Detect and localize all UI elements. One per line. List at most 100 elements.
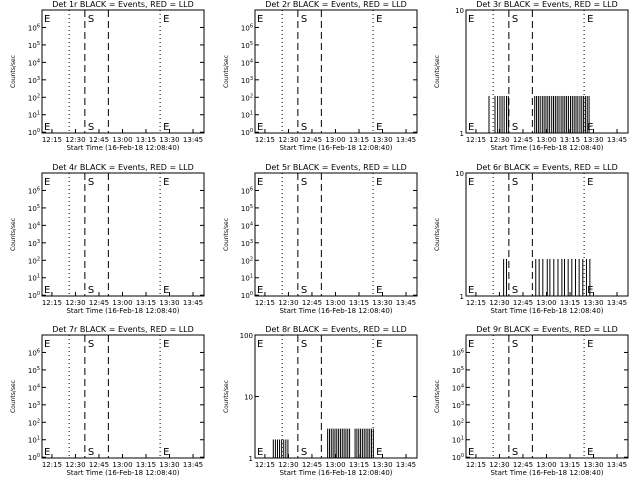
x-tick-label: 12:30 xyxy=(278,461,298,469)
marker-label-top: E xyxy=(163,339,169,350)
y-tick-label: 102 xyxy=(452,418,464,427)
exponent: 1 xyxy=(250,274,253,280)
y-tick-label: 100 xyxy=(452,453,464,462)
x-tick-label: 13:15 xyxy=(560,461,580,469)
y-tick-label: 104 xyxy=(28,221,40,230)
y-tick-label: 104 xyxy=(241,58,253,67)
x-tick-label: 13:30 xyxy=(372,136,392,144)
x-tick-label: 12:45 xyxy=(89,461,109,469)
x-axis-label: Start Time (16-Feb-18 12:08:40) xyxy=(279,469,392,477)
marker-label-bottom: E xyxy=(44,447,50,458)
x-tick-label: 12:15 xyxy=(42,299,62,307)
y-tick-label: 105 xyxy=(28,204,40,213)
marker-label-bottom: E xyxy=(376,122,382,133)
x-tick-label: 13:15 xyxy=(136,461,156,469)
marker-label-top: E xyxy=(376,14,382,25)
exponent: 0 xyxy=(37,128,40,134)
y-axis-label: Counts/sec xyxy=(10,218,17,251)
y-tick-label: 106 xyxy=(28,186,40,195)
marker-label-top: E xyxy=(587,339,593,350)
y-tick-label: 106 xyxy=(241,186,253,195)
x-tick-label: 12:30 xyxy=(489,136,509,144)
y-tick-label: 100 xyxy=(28,291,40,300)
y-tick-label: 10 xyxy=(455,170,464,178)
marker-label-top: S xyxy=(88,177,94,188)
x-tick-label: 12:45 xyxy=(302,461,322,469)
y-tick-label: 100 xyxy=(241,291,253,300)
exponent: 1 xyxy=(250,111,253,117)
y-tick-label: 103 xyxy=(241,76,253,85)
x-tick-label: 12:45 xyxy=(302,136,322,144)
plot-frame xyxy=(254,172,418,297)
panel-det-1: Det 1r BLACK = Events, RED = LLDEESSEE12… xyxy=(10,0,205,152)
marker-label-top: E xyxy=(163,177,169,188)
marker-label-bottom: E xyxy=(163,122,169,133)
marker-label-bottom: S xyxy=(512,122,518,133)
panel-title: Det 1r BLACK = Events, RED = LLD xyxy=(52,0,194,9)
x-tick-label: 13:45 xyxy=(607,299,627,307)
x-tick-label: 13:15 xyxy=(349,299,369,307)
exponent: 6 xyxy=(250,186,253,192)
x-tick-label: 13:15 xyxy=(560,299,580,307)
x-tick-label: 12:45 xyxy=(513,136,533,144)
x-axis-label: Start Time (16-Feb-18 12:08:40) xyxy=(490,307,603,315)
marker-label-bottom: E xyxy=(163,285,169,296)
marker-label-bottom: S xyxy=(88,122,94,133)
exponent: 6 xyxy=(37,348,40,354)
x-tick-label: 13:00 xyxy=(536,136,556,144)
x-tick-label: 12:15 xyxy=(255,136,275,144)
y-tick-label: 10 xyxy=(244,394,253,402)
x-tick-label: 12:15 xyxy=(255,461,275,469)
x-tick-label: 13:45 xyxy=(183,461,203,469)
exponent: 5 xyxy=(37,204,40,210)
x-tick-label: 13:00 xyxy=(112,136,132,144)
x-tick-label: 13:00 xyxy=(325,136,345,144)
marker-label-bottom: S xyxy=(512,447,518,458)
marker-label-bottom: S xyxy=(301,285,307,296)
marker-label-top: S xyxy=(88,339,94,350)
exponent: 2 xyxy=(250,256,253,262)
x-tick-label: 12:45 xyxy=(513,461,533,469)
marker-label-bottom: E xyxy=(468,447,474,458)
y-axis-label: Counts/sec xyxy=(434,218,441,251)
y-tick-label: 103 xyxy=(241,239,253,248)
x-tick-label: 13:00 xyxy=(536,299,556,307)
plot-frame xyxy=(41,334,205,459)
y-tick-label: 104 xyxy=(28,58,40,67)
exponent: 0 xyxy=(37,291,40,297)
y-tick-label: 101 xyxy=(28,436,40,445)
exponent: 6 xyxy=(461,348,464,354)
x-tick-label: 13:00 xyxy=(325,461,345,469)
plot-frame xyxy=(254,9,418,134)
y-tick-label: 104 xyxy=(452,383,464,392)
exponent: 0 xyxy=(250,128,253,134)
y-tick-label: 101 xyxy=(28,274,40,283)
x-tick-label: 12:30 xyxy=(278,299,298,307)
marker-label-bottom: S xyxy=(301,122,307,133)
marker-label-top: E xyxy=(468,177,474,188)
marker-label-top: E xyxy=(257,14,263,25)
x-tick-label: 12:15 xyxy=(466,299,486,307)
exponent: 4 xyxy=(250,221,253,227)
x-tick-label: 13:30 xyxy=(159,136,179,144)
exponent: 4 xyxy=(250,58,253,64)
marker-label-top: S xyxy=(512,339,518,350)
x-tick-label: 12:30 xyxy=(489,299,509,307)
plot-frame xyxy=(465,9,629,134)
marker-label-bottom: E xyxy=(587,122,593,133)
panel-title: Det 6r BLACK = Events, RED = LLD xyxy=(476,163,618,172)
panel-title: Det 8r BLACK = Events, RED = LLD xyxy=(265,325,407,334)
plot-frame xyxy=(41,172,205,297)
y-tick-label: 105 xyxy=(241,204,253,213)
y-tick-label: 10 xyxy=(455,7,464,15)
marker-label-bottom: E xyxy=(257,122,263,133)
x-tick-label: 12:15 xyxy=(42,461,62,469)
y-tick-label: 102 xyxy=(241,256,253,265)
x-tick-label: 12:30 xyxy=(65,461,85,469)
exponent: 3 xyxy=(461,401,464,407)
exponent: 2 xyxy=(250,93,253,99)
y-tick-label: 101 xyxy=(452,436,464,445)
y-axis-label: Counts/sec xyxy=(434,380,441,413)
y-tick-label: 103 xyxy=(28,401,40,410)
x-tick-label: 12:45 xyxy=(89,136,109,144)
